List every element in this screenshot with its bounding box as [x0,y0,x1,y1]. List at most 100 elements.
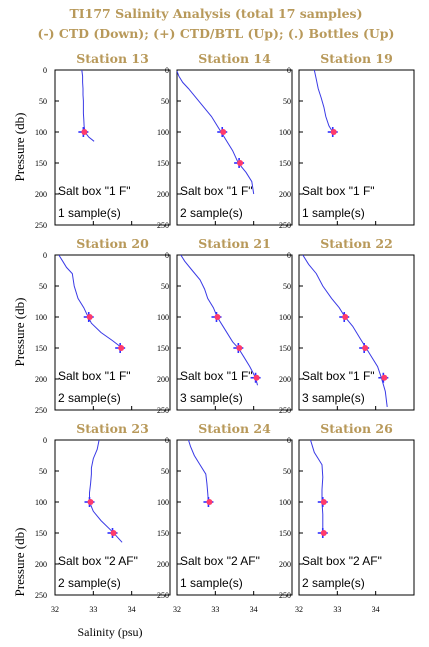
bottle-sample-dot [381,374,388,381]
bottle-sample-dot [320,499,327,505]
ctd-profile-line [313,69,334,133]
sample-count-label: 3 sample(s) [180,391,243,405]
y-tick-label: 200 [35,375,47,384]
panel-title: Station 26 [320,421,393,436]
sample-count-label: 2 sample(s) [302,576,365,590]
y-tick-label: 250 [157,221,169,230]
panel-station-24: Station 24 0 50 100 150 200 250 32 33 34 Salt box … [157,421,293,614]
salt-box-label: Salt box "1 F" [302,184,375,198]
salt-box-label: Salt box "2 AF" [180,554,260,568]
x-tick-label: 33 [89,605,97,614]
y-tick-label: 50 [161,467,169,476]
sample-count-label: 2 sample(s) [58,391,121,405]
y-tick-label: 250 [157,591,169,600]
y-tick-label: 150 [157,529,169,538]
y-tick-label: 100 [157,498,169,507]
panel-station-13: Station 13 0 50 100 150 200 250 Salt box "1 F" 1… [35,51,171,230]
y-tick-label: 200 [279,560,291,569]
y-tick-label: 150 [157,344,169,353]
plot-frame [176,69,293,226]
salt-box-label: Salt box "1 F" [302,369,375,383]
y-tick-label: 200 [157,375,169,384]
y-tick-label: 50 [39,97,47,106]
bottle-sample-dot [236,345,243,351]
ctd-profile-line [176,71,255,195]
y-tick-label: 100 [279,128,291,137]
panel-title: Station 20 [76,236,149,251]
y-tick-label: 0 [43,251,47,260]
bottle-sample-dot [320,530,327,536]
x-tick-label: 32 [295,605,303,614]
y-tick-label: 250 [157,406,169,415]
x-tick-label: 32 [51,605,59,614]
plot-frame [298,69,415,226]
salt-box-label: Salt box "1 F" [58,184,131,198]
panel-title: Station 14 [198,51,271,66]
y-tick-label: 100 [35,498,47,507]
bottle-sample-dot [253,374,260,381]
ctd-profile-line [89,439,123,543]
y-tick-label: 150 [279,529,291,538]
figure-subtitle: (-) CTD (Down); (+) CTD/BTL (Up); (.) Bo… [38,26,395,41]
y-tick-label: 100 [157,128,169,137]
x-tick-label: 33 [333,605,341,614]
y-tick-label: 200 [279,190,291,199]
y-tick-label: 100 [279,498,291,507]
y-tick-label: 250 [279,221,291,230]
panel-title: Station 22 [320,236,393,251]
salt-box-label: Salt box "1 F" [58,369,131,383]
y-tick-label: 150 [279,159,291,168]
y-tick-label: 250 [35,591,47,600]
y-tick-label: 0 [165,251,169,260]
bottle-sample-dot [237,160,244,166]
y-tick-label: 50 [283,97,291,106]
plot-frame [298,254,415,411]
y-tick-label: 50 [39,467,47,476]
bottle-sample-dot [110,530,117,536]
y-tick-label: 250 [35,406,47,415]
y-axis-label: Pressure (db) [12,113,27,182]
plot-frame [54,254,171,411]
ctd-profile-line [188,439,209,503]
plot-frame [54,69,171,226]
y-tick-label: 250 [279,591,291,600]
panel-title: Station 23 [76,421,149,436]
panel-station-20: Station 20 0 50 100 150 200 250 Salt box "1 F" 2… [35,236,171,415]
bottle-sample-dot [214,314,221,320]
bottle-sample-dot [118,345,125,351]
y-tick-label: 50 [283,467,291,476]
sample-count-label: 1 sample(s) [302,206,365,220]
y-tick-label: 50 [161,282,169,291]
y-axis-label: Pressure (db) [12,298,27,367]
x-tick-label: 32 [173,605,181,614]
bottle-sample-dot [342,314,349,320]
y-tick-label: 150 [35,529,47,538]
x-tick-label: 34 [128,605,136,614]
y-tick-label: 200 [279,375,291,384]
y-tick-label: 250 [279,406,291,415]
plot-frame [54,439,171,596]
ctd-profile-line [58,254,123,349]
bottle-sample-dot [81,129,88,135]
ctd-profile-line [180,254,258,386]
bottle-sample-dot [362,345,369,351]
salt-box-label: Salt box "1 F" [180,369,253,383]
y-tick-label: 150 [279,344,291,353]
panel-title: Station 19 [320,51,393,66]
bottle-sample-dot [86,314,93,320]
sample-count-label: 3 sample(s) [302,391,365,405]
ctd-profile-line [302,254,388,407]
panel-station-14: Station 14 0 50 100 150 200 250 Salt box "1 F" 2… [157,51,293,230]
y-tick-label: 150 [35,159,47,168]
y-tick-label: 0 [43,436,47,445]
x-tick-label: 34 [372,605,380,614]
salt-box-label: Salt box "1 F" [180,184,253,198]
x-tick-label: 33 [211,605,219,614]
sample-count-label: 1 sample(s) [58,206,121,220]
y-tick-label: 200 [157,190,169,199]
panels-group: Station 13 0 50 100 150 200 250 Salt box "1 F" 1… [35,51,415,614]
y-tick-label: 200 [35,190,47,199]
x-tick-label: 34 [250,605,258,614]
y-tick-label: 0 [287,66,291,75]
